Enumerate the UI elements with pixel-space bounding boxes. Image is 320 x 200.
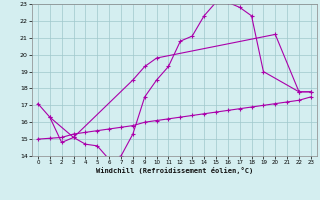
X-axis label: Windchill (Refroidissement éolien,°C): Windchill (Refroidissement éolien,°C)	[96, 167, 253, 174]
